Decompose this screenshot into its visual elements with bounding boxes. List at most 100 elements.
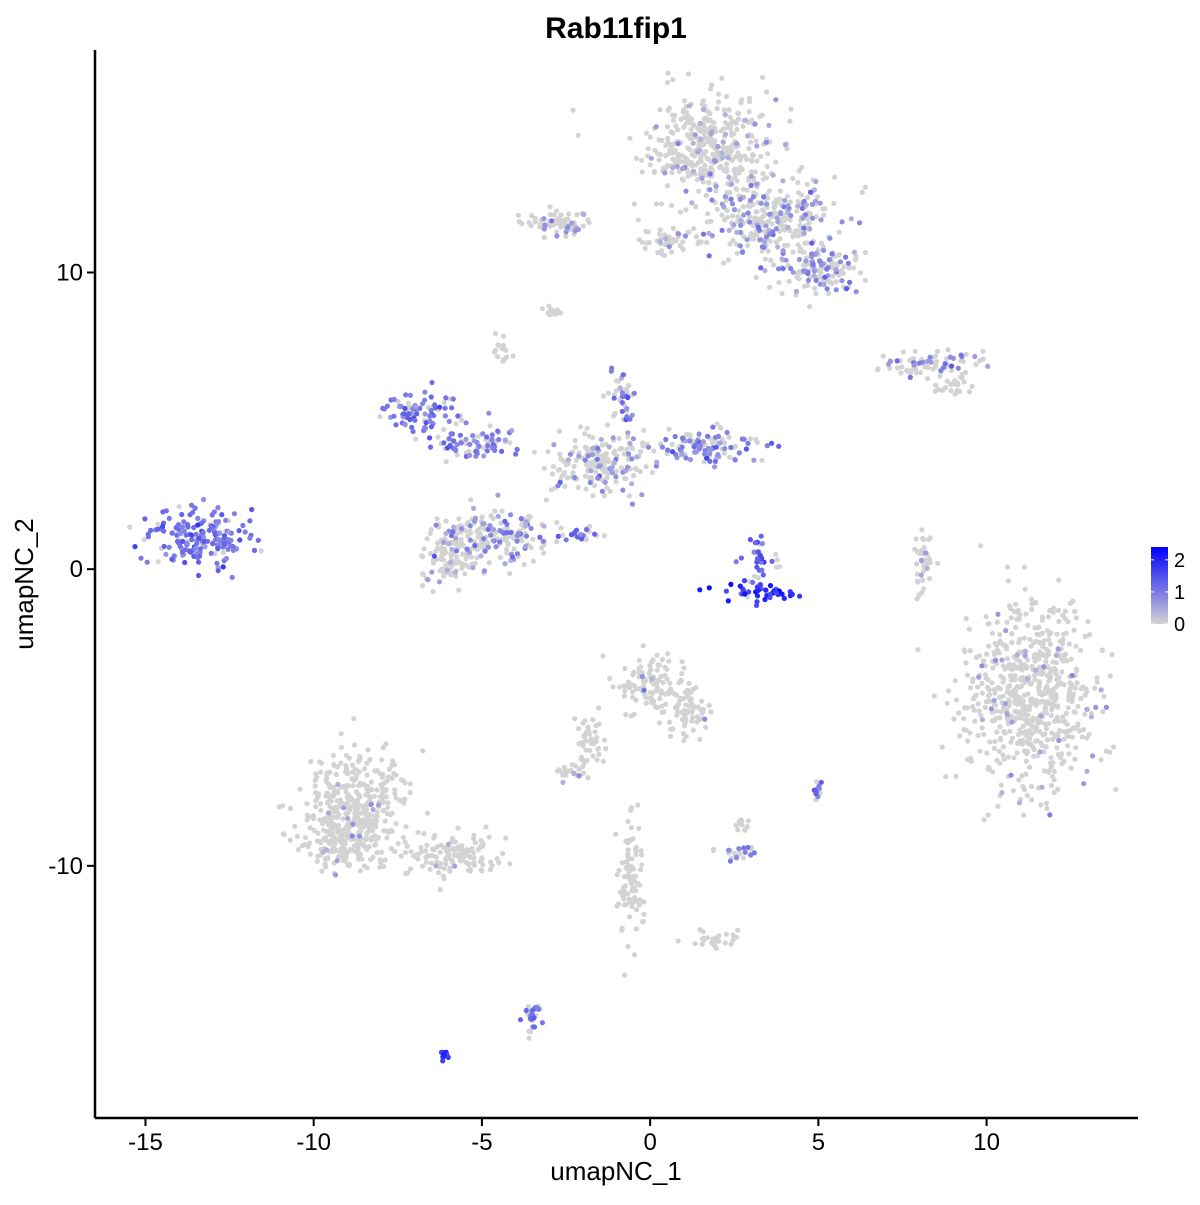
x-tick-label: 10 xyxy=(973,1129,1000,1156)
cell-point xyxy=(189,537,195,543)
cell-point xyxy=(663,436,669,443)
cell-point xyxy=(969,383,975,390)
cell-point xyxy=(556,428,563,434)
cell-point xyxy=(624,406,630,412)
cell-point xyxy=(1085,619,1091,625)
cell-point xyxy=(498,520,504,526)
cell-point xyxy=(242,529,248,535)
cell-point xyxy=(752,169,758,175)
cell-point xyxy=(380,808,386,814)
cell-point xyxy=(330,752,337,759)
cell-point xyxy=(740,204,746,210)
cell-point xyxy=(1047,812,1053,818)
cell-point xyxy=(629,412,635,418)
cell-point xyxy=(1043,700,1050,706)
cell-point xyxy=(628,682,635,688)
cell-point xyxy=(492,508,498,514)
cell-point xyxy=(1044,805,1050,812)
cell-point xyxy=(762,256,769,262)
cell-point xyxy=(1033,667,1039,673)
cell-point xyxy=(1052,691,1058,697)
cell-point xyxy=(314,858,320,865)
cell-point xyxy=(724,214,731,220)
cell-point xyxy=(779,223,785,229)
cell-point xyxy=(311,827,317,834)
cell-point xyxy=(735,214,741,220)
cell-point xyxy=(1022,680,1028,686)
cell-point xyxy=(401,796,407,802)
cell-point xyxy=(437,886,443,893)
cell-point xyxy=(672,112,678,119)
cell-point xyxy=(454,548,460,554)
cell-point xyxy=(576,453,582,459)
cell-point xyxy=(569,762,575,768)
cell-point xyxy=(510,535,516,541)
cell-point xyxy=(1002,701,1009,707)
cell-point xyxy=(814,779,820,785)
cell-point xyxy=(624,389,630,395)
cell-point xyxy=(697,736,703,743)
cell-point xyxy=(1045,664,1051,670)
cell-point xyxy=(942,361,948,367)
cell-point xyxy=(912,546,918,552)
cell-point xyxy=(400,834,406,840)
cell-point xyxy=(333,872,339,878)
cell-point xyxy=(554,208,560,214)
cell-point xyxy=(699,175,705,181)
cell-point xyxy=(378,860,384,866)
cell-point xyxy=(924,565,930,571)
cell-point xyxy=(514,446,520,452)
cell-point xyxy=(995,803,1001,810)
cell-point xyxy=(582,718,588,724)
cell-point xyxy=(342,769,349,775)
cell-point xyxy=(351,716,357,722)
cell-point xyxy=(526,1035,532,1041)
cell-point xyxy=(616,435,622,442)
cell-point xyxy=(636,669,643,675)
cell-point xyxy=(961,647,967,653)
cell-point xyxy=(1048,782,1054,789)
cell-point xyxy=(562,470,568,476)
cell-point xyxy=(992,690,998,696)
cell-point xyxy=(700,439,706,445)
cell-point xyxy=(385,800,391,806)
cell-point xyxy=(641,899,647,905)
cell-point xyxy=(939,744,945,750)
cell-point xyxy=(605,459,611,465)
cell-point xyxy=(317,817,323,823)
cell-point xyxy=(467,530,474,536)
cell-point xyxy=(373,818,379,825)
cell-point xyxy=(784,193,791,199)
cell-point xyxy=(666,239,672,245)
cell-point xyxy=(774,557,780,563)
cell-point xyxy=(627,135,633,141)
cell-point xyxy=(453,535,459,541)
cell-point xyxy=(921,586,927,592)
cell-point xyxy=(470,433,476,439)
cell-point xyxy=(965,757,971,763)
cell-point xyxy=(365,788,371,795)
cell-point xyxy=(196,559,202,565)
cell-point xyxy=(595,445,601,451)
cell-point xyxy=(1019,773,1025,779)
cell-point xyxy=(773,159,779,165)
cell-point xyxy=(751,850,758,856)
cell-point xyxy=(618,446,625,452)
cell-point xyxy=(670,117,677,123)
cell-point xyxy=(972,353,978,360)
cell-point xyxy=(403,824,409,830)
cell-point xyxy=(745,243,751,249)
cell-point xyxy=(990,769,996,775)
cell-point xyxy=(994,619,1000,625)
cell-point xyxy=(992,657,999,663)
cell-point xyxy=(428,527,434,533)
cell-point xyxy=(490,526,496,533)
cell-point xyxy=(660,680,666,686)
cell-point xyxy=(1027,636,1033,643)
cell-point xyxy=(497,539,503,545)
cell-point xyxy=(659,709,665,716)
cell-point xyxy=(495,513,501,519)
cell-point xyxy=(528,1029,534,1035)
cell-point xyxy=(918,572,924,578)
